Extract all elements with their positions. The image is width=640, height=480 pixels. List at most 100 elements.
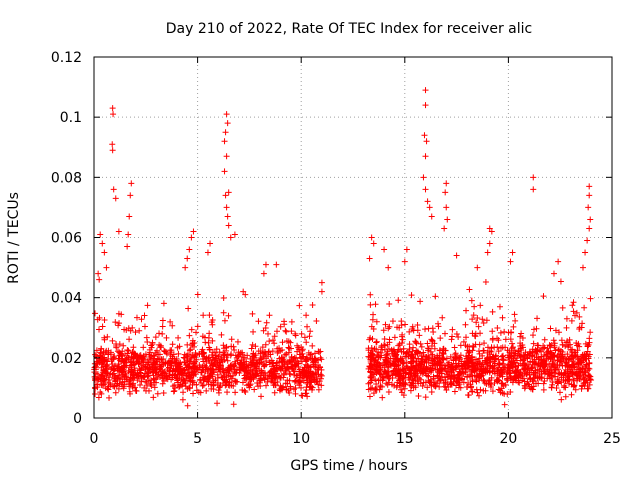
data-point	[261, 362, 268, 369]
data-point	[172, 366, 179, 373]
y-tick-label: 0.02	[51, 351, 82, 367]
data-point	[434, 361, 441, 368]
data-point	[385, 389, 392, 396]
data-point	[191, 368, 198, 375]
data-point	[115, 228, 122, 235]
data-point	[480, 387, 487, 394]
data-point	[221, 168, 228, 175]
data-point	[176, 363, 183, 370]
data-point	[418, 343, 425, 350]
data-point	[463, 383, 470, 390]
data-point	[282, 366, 289, 373]
data-point	[224, 357, 231, 364]
data-point	[526, 372, 533, 379]
data-point	[439, 314, 446, 321]
y-tick-label: 0.08	[51, 170, 82, 186]
data-point	[424, 384, 431, 391]
data-point	[524, 355, 531, 362]
data-point	[315, 371, 322, 378]
data-point	[472, 356, 479, 363]
data-point	[194, 291, 201, 298]
data-point	[520, 365, 527, 372]
data-point	[125, 231, 132, 238]
data-point	[200, 312, 207, 319]
data-point	[446, 373, 453, 380]
data-point	[475, 392, 482, 399]
data-point	[309, 386, 316, 393]
data-point	[164, 360, 171, 367]
data-point	[473, 319, 480, 326]
data-point	[554, 357, 561, 364]
data-point	[142, 351, 149, 358]
data-point	[373, 339, 380, 346]
y-tick-label: 0.04	[51, 291, 82, 307]
data-point	[386, 357, 393, 364]
data-point	[444, 216, 451, 223]
data-point	[123, 370, 130, 377]
data-point	[447, 353, 454, 360]
data-point	[114, 348, 121, 355]
data-point	[126, 364, 133, 371]
data-point	[305, 349, 312, 356]
data-point	[469, 347, 476, 354]
data-point	[479, 367, 486, 374]
data-point	[312, 370, 319, 377]
data-point	[507, 258, 514, 265]
data-point	[468, 361, 475, 368]
data-point	[250, 363, 257, 370]
data-point	[101, 334, 108, 341]
data-point	[239, 387, 246, 394]
data-point	[555, 380, 562, 387]
data-point	[398, 389, 405, 396]
data-point	[449, 333, 456, 340]
data-point	[197, 364, 204, 371]
data-point	[557, 350, 564, 357]
data-point	[280, 383, 287, 390]
data-point	[288, 328, 295, 335]
data-point	[559, 304, 566, 311]
x-tick-label: 5	[193, 431, 202, 447]
data-point	[463, 334, 470, 341]
data-point	[482, 278, 489, 285]
data-point	[470, 343, 477, 350]
data-point	[466, 286, 473, 293]
data-point	[136, 366, 143, 372]
data-point	[541, 336, 548, 343]
data-point	[116, 381, 123, 388]
data-point	[242, 363, 249, 370]
data-point	[586, 372, 593, 379]
data-point	[279, 357, 286, 364]
data-point	[281, 351, 288, 358]
data-point	[222, 129, 229, 136]
data-point	[510, 368, 517, 375]
data-point	[407, 370, 414, 377]
data-point	[274, 359, 281, 366]
data-point	[520, 375, 527, 382]
data-point	[476, 375, 483, 382]
data-point	[248, 359, 255, 366]
data-point	[200, 350, 207, 357]
data-point	[412, 384, 419, 391]
data-point	[273, 328, 280, 335]
data-point	[223, 204, 230, 211]
data-point	[401, 365, 408, 372]
data-point	[453, 331, 460, 338]
data-point	[510, 355, 517, 362]
data-point	[386, 300, 393, 307]
data-point	[301, 364, 308, 371]
data-point	[148, 342, 155, 349]
data-point	[103, 372, 110, 379]
data-point	[141, 323, 148, 330]
data-point	[142, 366, 149, 373]
data-point	[584, 237, 591, 244]
data-point	[311, 350, 318, 357]
data-point	[391, 362, 398, 369]
data-point	[156, 330, 163, 337]
data-point	[259, 344, 266, 351]
data-point	[153, 370, 160, 377]
data-point	[286, 345, 293, 352]
data-point	[228, 382, 235, 389]
data-point	[415, 393, 422, 400]
data-point	[127, 192, 134, 199]
data-point	[136, 327, 143, 334]
